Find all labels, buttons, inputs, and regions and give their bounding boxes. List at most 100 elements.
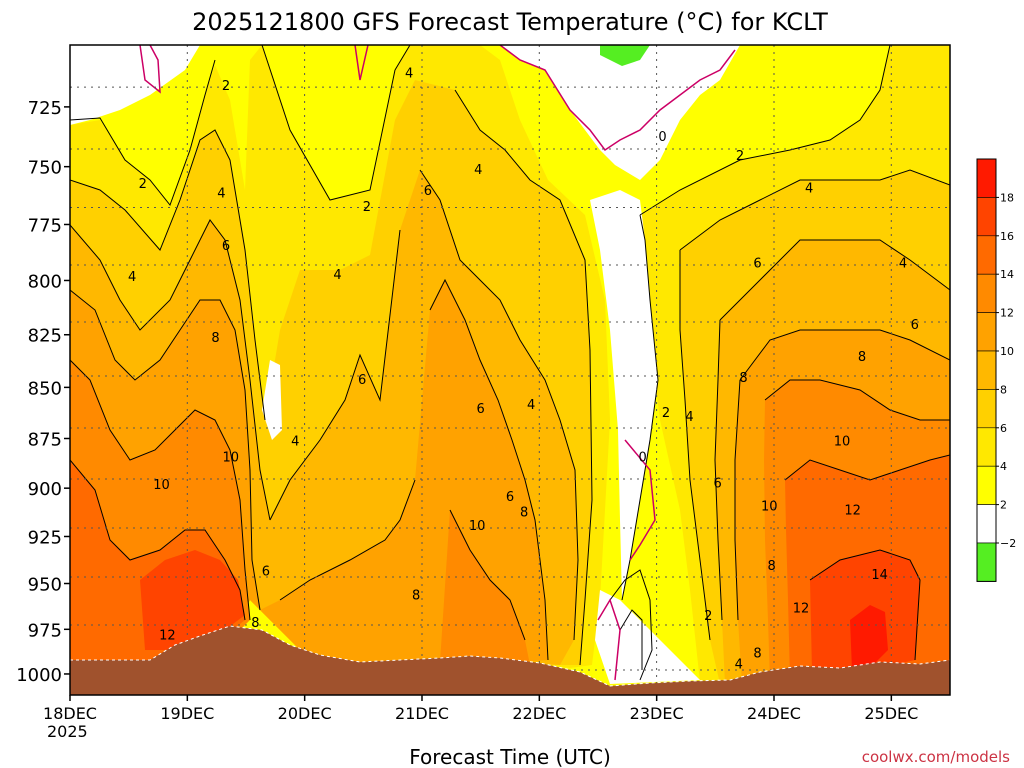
colorbar-segment — [976, 542, 997, 582]
contour-label: 8 — [753, 647, 761, 662]
band-6-8 — [70, 170, 950, 684]
y-tick-label: 800 — [28, 271, 62, 292]
contour-label: 8 — [251, 616, 259, 631]
contour-label: 4 — [217, 186, 225, 201]
contour-label: 10 — [222, 451, 239, 466]
contour-label: 8 — [211, 331, 219, 346]
colorbar-label: 14 — [1000, 268, 1014, 281]
contour-label: 14 — [871, 568, 888, 583]
contour-label: 2 — [704, 609, 712, 624]
contour-label: 6 — [753, 257, 761, 272]
contour-label: 2 — [222, 79, 230, 94]
contour-label: 8 — [739, 371, 747, 386]
zero-contour-lines — [139, 45, 736, 681]
contour-label: 6 — [911, 318, 919, 333]
contour-lines — [70, 45, 950, 681]
contour-label: 12 — [844, 504, 861, 519]
contour-label: 4 — [685, 410, 693, 425]
y-tick-label: 975 — [28, 620, 62, 641]
y-tick-label: 850 — [28, 378, 62, 399]
contour-label: 0 — [638, 451, 646, 466]
colorbar-segment — [976, 389, 997, 429]
contour-label: 4 — [128, 270, 136, 285]
contour-label: 4 — [474, 163, 482, 178]
x-tick-label: 18DEC — [43, 704, 97, 723]
y-tick-label: 825 — [28, 326, 62, 347]
x-tick-label: 24DEC — [747, 704, 801, 723]
contour-label: 4 — [405, 66, 413, 81]
x-axis-label: Forecast Time (UTC) — [409, 745, 611, 768]
contour-label: 4 — [805, 182, 813, 197]
contour-label: 4 — [527, 398, 535, 413]
contour-label: 6 — [424, 184, 432, 199]
contour-label: 8 — [412, 589, 420, 604]
contour-label: 8 — [858, 350, 866, 365]
colorbar-label: −2 — [1000, 537, 1016, 550]
colorbar-border — [976, 158, 997, 582]
contour-label: 4 — [333, 268, 341, 283]
colorbar-label: 6 — [1000, 422, 1007, 435]
chart-title: 2025121800 GFS Forecast Temperature (°C)… — [192, 8, 828, 36]
y-tick-label: 750 — [28, 158, 62, 179]
colorbar-label: 8 — [1000, 383, 1007, 396]
contour-label: 12 — [793, 601, 810, 616]
colorbar-label: 12 — [1000, 307, 1014, 320]
contour-label: 6 — [714, 476, 722, 491]
x-tick-label: 21DEC — [395, 704, 449, 723]
x-tick-label: 22DEC — [512, 704, 566, 723]
contour-label: 4 — [899, 257, 907, 272]
colorbar-segment — [976, 158, 997, 198]
contour-label: 2 — [736, 149, 744, 164]
y-tick-label: 925 — [28, 527, 62, 548]
contour-label: 4 — [291, 435, 299, 450]
x-tick-label: 19DEC — [160, 704, 214, 723]
band-0-2 — [70, 45, 740, 684]
colorbar-label: 2 — [1000, 499, 1007, 512]
contour-label: 12 — [159, 629, 176, 644]
colorbar-label: 16 — [1000, 230, 1014, 243]
y-tick-label: 1000 — [16, 665, 62, 686]
contour-label: 6 — [506, 490, 514, 505]
contour-label: 8 — [768, 559, 776, 574]
contour-label: 6 — [222, 239, 230, 254]
band-14-16 — [140, 550, 920, 672]
colorbar-segment — [976, 235, 997, 275]
colorbar-label: 4 — [1000, 460, 1007, 473]
y-tick-label: 875 — [28, 429, 62, 450]
x-axis: 18DEC 19DEC 20DEC 21DEC 22DEC 23DEC 24DEC 25DEC — [43, 695, 918, 723]
colorbar-label: 18 — [1000, 191, 1014, 204]
colorbar-segment — [976, 197, 997, 237]
band-8-10 — [70, 280, 950, 684]
credit-link[interactable]: coolwx.com/models — [862, 748, 1010, 766]
band-16-18 — [850, 605, 888, 670]
y-tick-label: 950 — [28, 575, 62, 596]
contour-label: 2 — [662, 406, 670, 421]
colorbar-segment — [976, 427, 997, 467]
y-tick-label: 900 — [28, 479, 62, 500]
band-below-minus2 — [600, 45, 650, 66]
contour-label: 8 — [520, 506, 528, 521]
colorbar-segment — [976, 465, 997, 505]
colorbar: 18 16 14 12 10 8 6 4 2 −2 — [976, 158, 1016, 582]
x-tick-label: 23DEC — [630, 704, 684, 723]
x-tick-label: 20DEC — [278, 704, 332, 723]
contour-label: 4 — [735, 657, 743, 672]
contour-label: 10 — [761, 500, 778, 515]
colorbar-segment — [976, 312, 997, 352]
colorbar-segment — [976, 273, 997, 313]
contour-label: 6 — [358, 373, 366, 388]
contour-label: 2 — [139, 177, 147, 192]
contour-label: 2 — [363, 200, 371, 215]
x-year-label: 2025 — [47, 722, 88, 741]
temperature-fill — [70, 45, 950, 695]
y-axis: 725 750 775 800 825 850 875 900 925 950 975 1000 — [16, 98, 70, 686]
terrain — [70, 625, 950, 695]
contour-label: 10 — [153, 478, 170, 493]
y-tick-label: 725 — [28, 98, 62, 119]
colorbar-segment — [976, 504, 997, 544]
colorbar-segment — [976, 350, 997, 390]
contour-label: 10 — [469, 519, 486, 534]
